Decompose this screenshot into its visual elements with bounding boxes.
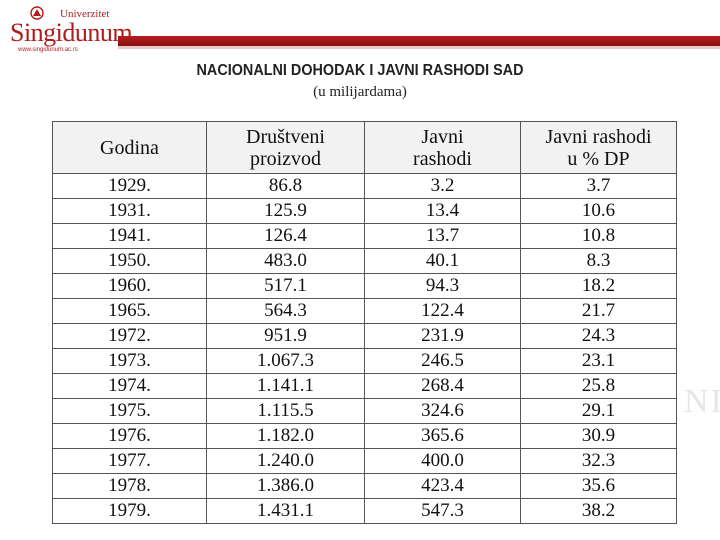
table-cell: 423.4 <box>365 474 521 499</box>
header-row: Godina Društveni proizvod Javni rashodi Javni… <box>53 122 677 174</box>
table-row: 1976. 1.182.0 365.6 30.9 <box>53 424 677 449</box>
column-header-line: rashodi <box>413 148 472 170</box>
table-row: 1950. 483.0 40.1 8.3 <box>53 249 677 274</box>
table-cell: 86.8 <box>207 174 365 199</box>
header-bar <box>118 36 720 46</box>
table-cell: 1.386.0 <box>207 474 365 499</box>
table-cell: 10.8 <box>521 224 677 249</box>
column-header: Društveni proizvod <box>207 122 365 174</box>
table-row: 1941. 126.4 13.7 10.8 <box>53 224 677 249</box>
table-cell: 1950. <box>53 249 207 274</box>
table-body: 1929. 86.8 3.2 3.7 1931. 125.9 13.4 10.6 1941. 12… <box>53 174 677 524</box>
table-cell: 1975. <box>53 399 207 424</box>
table-cell: 231.9 <box>365 324 521 349</box>
table-cell: 1979. <box>53 499 207 524</box>
table-cell: 1.182.0 <box>207 424 365 449</box>
column-header-line: proizvod <box>250 148 321 170</box>
table-cell: 1977. <box>53 449 207 474</box>
logo-name-text: Singidunum <box>10 20 132 46</box>
slide-subtitle: (u milijardama) <box>0 84 720 101</box>
watermark-text: NI <box>684 383 720 421</box>
table-cell: 35.6 <box>521 474 677 499</box>
table-cell: 13.4 <box>365 199 521 224</box>
table-cell: 3.7 <box>521 174 677 199</box>
table-cell: 1941. <box>53 224 207 249</box>
table-cell: 1.141.1 <box>207 374 365 399</box>
table-cell: 517.1 <box>207 274 365 299</box>
table-row: 1965. 564.3 122.4 21.7 <box>53 299 677 324</box>
table-cell: 125.9 <box>207 199 365 224</box>
data-table: Godina Društveni proizvod Javni rashodi Javni… <box>52 121 677 524</box>
table-header: Godina Društveni proizvod Javni rashodi Javni… <box>53 122 677 174</box>
column-header-line: u % DP <box>567 148 629 170</box>
table-cell: 1929. <box>53 174 207 199</box>
table-cell: 1931. <box>53 199 207 224</box>
table-cell: 365.6 <box>365 424 521 449</box>
table-cell: 268.4 <box>365 374 521 399</box>
table-cell: 40.1 <box>365 249 521 274</box>
table-cell: 32.3 <box>521 449 677 474</box>
table-cell: 547.3 <box>365 499 521 524</box>
table-cell: 3.2 <box>365 174 521 199</box>
table-cell: 21.7 <box>521 299 677 324</box>
table-cell: 1973. <box>53 349 207 374</box>
table-row: 1977. 1.240.0 400.0 32.3 <box>53 449 677 474</box>
table-cell: 951.9 <box>207 324 365 349</box>
column-header: Javni rashodi <box>365 122 521 174</box>
table-row: 1931. 125.9 13.4 10.6 <box>53 199 677 224</box>
table-row: 1974. 1.141.1 268.4 25.8 <box>53 374 677 399</box>
singidunum-logo: Univerzitet Singidunum www.singidunum.ac… <box>8 6 118 54</box>
table-cell: 1978. <box>53 474 207 499</box>
table-cell: 483.0 <box>207 249 365 274</box>
table-cell: 400.0 <box>365 449 521 474</box>
table-row: 1975. 1.115.5 324.6 29.1 <box>53 399 677 424</box>
column-header-line: Javni <box>421 126 463 148</box>
table-cell: 1972. <box>53 324 207 349</box>
table-cell: 1974. <box>53 374 207 399</box>
table-cell: 1.115.5 <box>207 399 365 424</box>
table-cell: 1.431.1 <box>207 499 365 524</box>
table-row: 1972. 951.9 231.9 24.3 <box>53 324 677 349</box>
table-cell: 122.4 <box>365 299 521 324</box>
column-header: Javni rashodi u % DP <box>521 122 677 174</box>
table-cell: 13.7 <box>365 224 521 249</box>
logo-url-text: www.singidunum.ac.rs <box>18 47 78 53</box>
table-cell: 23.1 <box>521 349 677 374</box>
table-cell: 324.6 <box>365 399 521 424</box>
table-cell: 1960. <box>53 274 207 299</box>
table-cell: 24.3 <box>521 324 677 349</box>
table-cell: 564.3 <box>207 299 365 324</box>
table-cell: 1.240.0 <box>207 449 365 474</box>
column-header-line: Godina <box>100 137 159 159</box>
column-header-line: Javni rashodi <box>545 126 651 148</box>
table-row: 1978. 1.386.0 423.4 35.6 <box>53 474 677 499</box>
column-header-line: Društveni <box>246 126 325 148</box>
table-cell: 29.1 <box>521 399 677 424</box>
table-cell: 1965. <box>53 299 207 324</box>
table-row: 1979. 1.431.1 547.3 38.2 <box>53 499 677 524</box>
table-cell: 1.067.3 <box>207 349 365 374</box>
slide-title: NACIONALNI DOHODAK I JAVNI RASHODI SAD <box>36 62 684 80</box>
table-row: 1960. 517.1 94.3 18.2 <box>53 274 677 299</box>
table-cell: 246.5 <box>365 349 521 374</box>
table-cell: 126.4 <box>207 224 365 249</box>
table-cell: 10.6 <box>521 199 677 224</box>
table-cell: 25.8 <box>521 374 677 399</box>
table-cell: 30.9 <box>521 424 677 449</box>
table-cell: 8.3 <box>521 249 677 274</box>
table-cell: 1976. <box>53 424 207 449</box>
table-cell: 94.3 <box>365 274 521 299</box>
table-row: 1973. 1.067.3 246.5 23.1 <box>53 349 677 374</box>
table-cell: 38.2 <box>521 499 677 524</box>
table-cell: 18.2 <box>521 274 677 299</box>
table-row: 1929. 86.8 3.2 3.7 <box>53 174 677 199</box>
column-header: Godina <box>53 122 207 174</box>
